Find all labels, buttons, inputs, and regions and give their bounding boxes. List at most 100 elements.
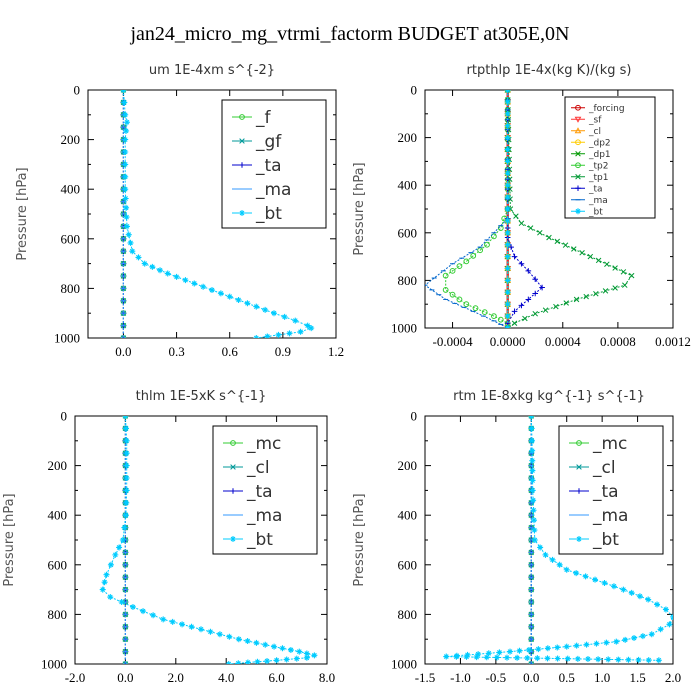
x-tick-label: 1.5 xyxy=(629,670,645,685)
series-tp1-point xyxy=(587,253,594,260)
x-tick-label: 6.0 xyxy=(268,670,284,685)
series-tp2-point xyxy=(442,287,449,293)
series-bt-point xyxy=(122,136,129,143)
series-bt-point xyxy=(103,571,110,578)
x-tick-label: 0.9 xyxy=(275,344,291,359)
series-tp1-point xyxy=(546,234,552,241)
legend-marker xyxy=(239,138,245,144)
legend-marker xyxy=(230,488,236,494)
series-tp2-point xyxy=(449,291,456,298)
series-bt-point xyxy=(264,333,271,338)
x-tick-label: 2.0 xyxy=(168,670,184,685)
series-ta-point xyxy=(508,244,514,250)
series-bt-point xyxy=(262,641,269,648)
x-tick-label: 0.0008 xyxy=(600,334,636,349)
series-bt-point xyxy=(123,450,130,457)
series-bt-point xyxy=(544,655,551,662)
series-bt-point xyxy=(628,589,635,596)
series-bt-point xyxy=(648,631,655,638)
series-bt-point xyxy=(493,654,500,661)
y-tick-label: 400 xyxy=(398,508,418,523)
series-bt-point xyxy=(287,646,294,653)
series-bt-point xyxy=(107,594,114,601)
series-bt-point xyxy=(121,524,128,531)
series-bt-point xyxy=(563,643,570,650)
series-tp1-point xyxy=(571,246,577,252)
series-bt-point xyxy=(235,296,242,303)
series-bt-point xyxy=(279,645,286,652)
series-bt-point xyxy=(542,551,549,558)
legend-marker xyxy=(239,114,245,120)
series-bt-point xyxy=(283,656,290,663)
legend-marker xyxy=(575,104,581,111)
series-bt-point xyxy=(657,626,664,633)
x-tick-label: 0.0012 xyxy=(655,334,691,349)
legend-label: _cl xyxy=(592,458,616,478)
legend-label: _gf xyxy=(255,132,282,152)
series-tp2-point xyxy=(490,233,497,240)
legend-label: _mc xyxy=(246,434,281,454)
y-tick-label: 600 xyxy=(398,225,418,240)
series-cl-point xyxy=(122,661,129,664)
series-tp1-point xyxy=(562,242,569,248)
y-tick-label: 800 xyxy=(48,607,68,622)
series-tp1-point xyxy=(602,288,609,294)
series-bt-point xyxy=(504,206,511,212)
series-bt-point xyxy=(141,260,148,267)
series-tp1-point xyxy=(513,213,519,219)
series-ta-point xyxy=(511,253,518,260)
series-cl-point xyxy=(528,661,535,664)
plot-area xyxy=(425,90,635,328)
series-tp1-point xyxy=(595,257,602,264)
series-bt-point xyxy=(99,586,106,593)
legend-label: _ma xyxy=(255,180,291,200)
series-ta-point xyxy=(525,268,532,274)
series-bt-point xyxy=(122,512,129,519)
series-bt-point xyxy=(549,556,556,563)
series-bt-point xyxy=(504,313,511,320)
series-bt-point xyxy=(563,566,570,573)
series-bt-point xyxy=(149,263,156,270)
series-tp2-point xyxy=(456,296,463,303)
series-bt-point xyxy=(122,161,129,168)
series-tp1-point xyxy=(527,225,534,231)
series-tp1-point xyxy=(511,320,518,326)
chart-panel-1: um 1E-4xm s^{-2} Pressure [hPa] 0 200 400 600… xyxy=(15,63,344,359)
series-bt-point xyxy=(528,437,535,444)
legend-box xyxy=(212,425,318,555)
series-bt-point xyxy=(135,254,142,261)
series-bt-point xyxy=(121,99,128,106)
legend-label: _tp2 xyxy=(588,161,608,171)
series-bt-point xyxy=(253,303,260,310)
legend-label: _ta xyxy=(592,482,619,502)
series-bt-point xyxy=(244,300,251,307)
series-bt-point xyxy=(504,98,511,105)
series-bt-point xyxy=(235,636,242,643)
series-bt-point xyxy=(112,551,119,558)
series-bt-point xyxy=(123,127,130,134)
legend-marker xyxy=(575,150,581,157)
series-bt-point xyxy=(150,612,157,619)
x-tick-label: -2.0 xyxy=(65,670,86,685)
x-tick-label: 8.0 xyxy=(319,670,335,685)
series-bt-point xyxy=(271,310,277,317)
series-tp1-point xyxy=(622,282,628,288)
series-tp2-point xyxy=(481,309,488,316)
series-bt-point xyxy=(504,265,511,272)
panel-title: um 1E-4xm s^{-2} xyxy=(149,63,275,78)
legend-marker xyxy=(575,139,581,146)
series-bt-point xyxy=(129,603,136,610)
y-tick-label: 400 xyxy=(61,182,81,197)
series-bt-point xyxy=(296,648,303,655)
legend-label: _f xyxy=(255,108,272,128)
series-tp2-point xyxy=(484,241,490,248)
series-bt-point xyxy=(173,273,180,280)
series-bt-point xyxy=(122,111,129,118)
series-bt-point xyxy=(122,195,129,202)
series-tp1-point xyxy=(553,303,559,310)
x-tick-label: -1.0 xyxy=(450,670,471,685)
legend-label: _dp1 xyxy=(588,150,611,160)
series-tp2-point xyxy=(463,301,470,308)
series-bt-point xyxy=(123,204,130,211)
series-bt-point xyxy=(101,579,108,586)
